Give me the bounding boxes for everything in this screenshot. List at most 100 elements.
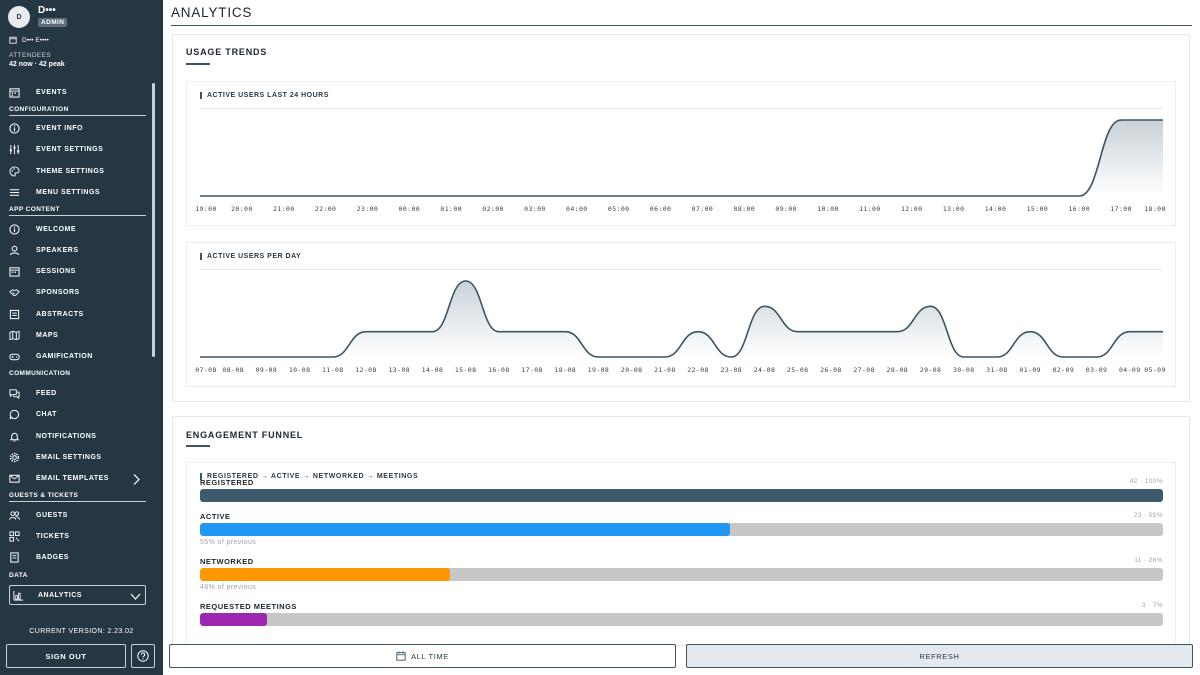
data-point[interactable] [696,190,708,202]
data-point[interactable] [864,190,876,202]
attendees-label: ATTENDEES [9,52,52,59]
data-point[interactable] [655,190,667,202]
data-point[interactable] [1091,351,1103,363]
sidebar-item-chat[interactable]: CHAT [9,405,146,423]
data-point[interactable] [526,326,538,338]
help-button[interactable] [131,644,155,668]
data-point[interactable] [460,275,472,287]
data-point[interactable] [825,326,837,338]
data-point[interactable] [1073,190,1085,202]
sidebar-item-event-info[interactable]: EVENT INFO [9,119,146,137]
data-point[interactable] [360,326,372,338]
sidebar-item-label: NOTIFICATIONS [36,432,97,440]
org-row[interactable]: D••• E•••• [9,36,49,44]
sign-out-button[interactable]: SIGN OUT [6,644,126,668]
x-tick-label: 12-08 [355,366,377,374]
version-label: CURRENT VERSION: 2.23.02 [29,628,134,635]
sidebar-item-gamification[interactable]: GAMIFICATION [9,347,146,365]
data-point[interactable] [692,326,704,338]
data-point[interactable] [227,351,239,363]
data-point[interactable] [906,190,918,202]
sidebar-item-maps[interactable]: MAPS [9,326,146,344]
data-point[interactable] [278,190,290,202]
data-point[interactable] [493,326,505,338]
data-point[interactable] [487,190,499,202]
data-point[interactable] [294,351,306,363]
sidebar-item-events[interactable]: EVENTS [9,83,146,101]
person-icon [9,245,20,255]
usage-trends-title: USAGE TRENDS [186,47,268,57]
data-point[interactable] [445,190,457,202]
data-point[interactable] [725,351,737,363]
sidebar-item-notifications[interactable]: NOTIFICATIONS [9,427,146,445]
sidebar-item-email-settings[interactable]: EMAIL SETTINGS [9,448,146,466]
sidebar-item-abstracts[interactable]: ABSTRACTS [9,305,146,323]
sidebar-scrollbar[interactable] [152,83,155,357]
data-point[interactable] [426,326,438,338]
data-point[interactable] [1031,190,1043,202]
sidebar-item-welcome[interactable]: WELCOME [9,220,146,238]
data-point[interactable] [327,351,339,363]
time-range-button[interactable]: ALL TIME [169,644,676,668]
data-point[interactable] [559,326,571,338]
data-point[interactable] [1115,114,1127,126]
x-tick-label: 16:00 [1068,205,1091,213]
data-point[interactable] [236,190,248,202]
data-point[interactable] [792,326,804,338]
data-point[interactable] [361,190,373,202]
data-point[interactable] [858,326,870,338]
sidebar-item-menu-settings[interactable]: MENU SETTINGS [9,183,146,201]
avatar[interactable]: D [8,6,30,28]
chevron-right-icon[interactable] [131,474,142,485]
data-point[interactable] [571,190,583,202]
chevron-down-icon[interactable] [130,591,141,602]
sidebar-item-feed[interactable]: FEED [9,384,146,402]
sidebar-item-email-templates[interactable]: EMAIL TEMPLATES [9,469,146,487]
funnel-subtitle: REGISTERED → ACTIVE → NETWORKED → MEETIN… [200,473,418,480]
sidebar-item-label: EVENT INFO [36,124,84,132]
sidebar-item-analytics[interactable]: ANALYTICS [9,585,146,605]
funnel-stage: REQUESTED MEETINGS 3 · 7% [200,602,1163,642]
data-point[interactable] [738,190,750,202]
data-point[interactable] [1157,114,1169,126]
data-point[interactable] [320,190,332,202]
data-point[interactable] [403,190,415,202]
data-point[interactable] [780,190,792,202]
data-point[interactable] [990,190,1002,202]
stage-name: REQUESTED MEETINGS [200,602,297,611]
data-point[interactable] [592,351,604,363]
data-point[interactable] [891,326,903,338]
sidebar-item-badges[interactable]: BADGES [9,548,146,566]
stage-bar-track [200,523,1163,536]
data-point[interactable] [659,351,671,363]
data-point[interactable] [991,351,1003,363]
sidebar-item-sponsors[interactable]: SPONSORS [9,283,146,301]
data-point[interactable] [260,351,272,363]
data-point[interactable] [925,300,937,312]
sidebar-item-speakers[interactable]: SPEAKERS [9,241,146,259]
data-point[interactable] [194,351,206,363]
data-point[interactable] [529,190,541,202]
data-point[interactable] [759,300,771,312]
data-point[interactable] [1057,351,1069,363]
data-point[interactable] [958,351,970,363]
sidebar-item-tickets[interactable]: TICKETS [9,527,146,545]
data-point[interactable] [948,190,960,202]
sidebar-item-sessions[interactable]: SESSIONS [9,262,146,280]
data-point[interactable] [1157,326,1169,338]
refresh-button[interactable]: REFRESH [686,644,1193,668]
x-tick-label: 20-08 [620,366,643,374]
x-tick-label: 01:00 [440,205,462,213]
sidebar-item-guests[interactable]: GUESTS [9,506,146,524]
chat-icon [9,409,20,419]
sidebar-item-event-settings[interactable]: EVENT SETTINGS [9,140,146,158]
sidebar-item-label: MENU SETTINGS [36,188,101,196]
data-point[interactable] [822,190,834,202]
data-point[interactable] [1124,326,1136,338]
data-point[interactable] [1024,326,1036,338]
data-point[interactable] [626,351,638,363]
sidebar-item-theme-settings[interactable]: THEME SETTINGS [9,162,146,180]
data-point[interactable] [194,190,206,202]
data-point[interactable] [393,326,405,338]
data-point[interactable] [613,190,625,202]
